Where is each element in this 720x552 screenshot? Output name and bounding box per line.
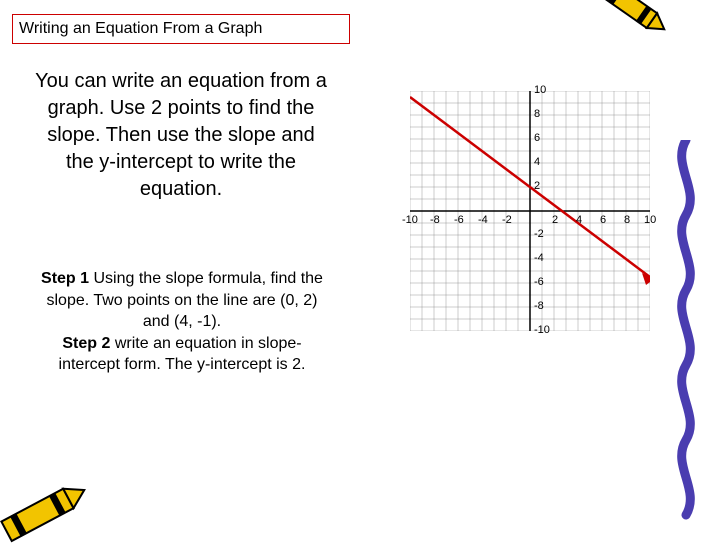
crayon-top-icon [590, 0, 680, 40]
intro-paragraph: You can write an equation from a graph. … [32, 68, 330, 203]
coordinate-graph: -10 -8 -6 -4 -2 2 4 6 8 10 10 8 6 4 2 -2… [380, 76, 680, 376]
y-tick-label: 6 [534, 132, 540, 144]
x-tick-label: 4 [576, 214, 582, 226]
x-tick-label: 8 [624, 214, 630, 226]
step2-label: Step 2 [62, 335, 110, 352]
page-title: Writing an Equation From a Graph [19, 20, 262, 38]
y-tick-label: 8 [534, 108, 540, 120]
step1-label: Step 1 [41, 270, 89, 287]
crayon-bottom-icon [0, 472, 100, 552]
x-tick-label: -10 [402, 214, 418, 226]
x-tick-label: -6 [454, 214, 464, 226]
x-tick-label: 10 [644, 214, 656, 226]
title-box: Writing an Equation From a Graph [12, 14, 350, 44]
x-tick-label: -8 [430, 214, 440, 226]
y-tick-label: 2 [534, 180, 540, 192]
squiggle-icon [666, 140, 706, 520]
y-tick-label: -6 [534, 276, 544, 288]
y-tick-label: -10 [534, 324, 550, 336]
x-tick-label: 2 [552, 214, 558, 226]
y-tick-label: 4 [534, 156, 540, 168]
y-tick-label: -4 [534, 252, 544, 264]
y-tick-label: -2 [534, 228, 544, 240]
y-tick-label: -8 [534, 300, 544, 312]
y-tick-label: 10 [534, 84, 546, 96]
x-tick-label: -2 [502, 214, 512, 226]
x-tick-label: -4 [478, 214, 488, 226]
x-tick-label: 6 [600, 214, 606, 226]
graph-svg [410, 91, 650, 331]
steps-block: Step 1 Using the slope formula, find the… [32, 268, 332, 376]
